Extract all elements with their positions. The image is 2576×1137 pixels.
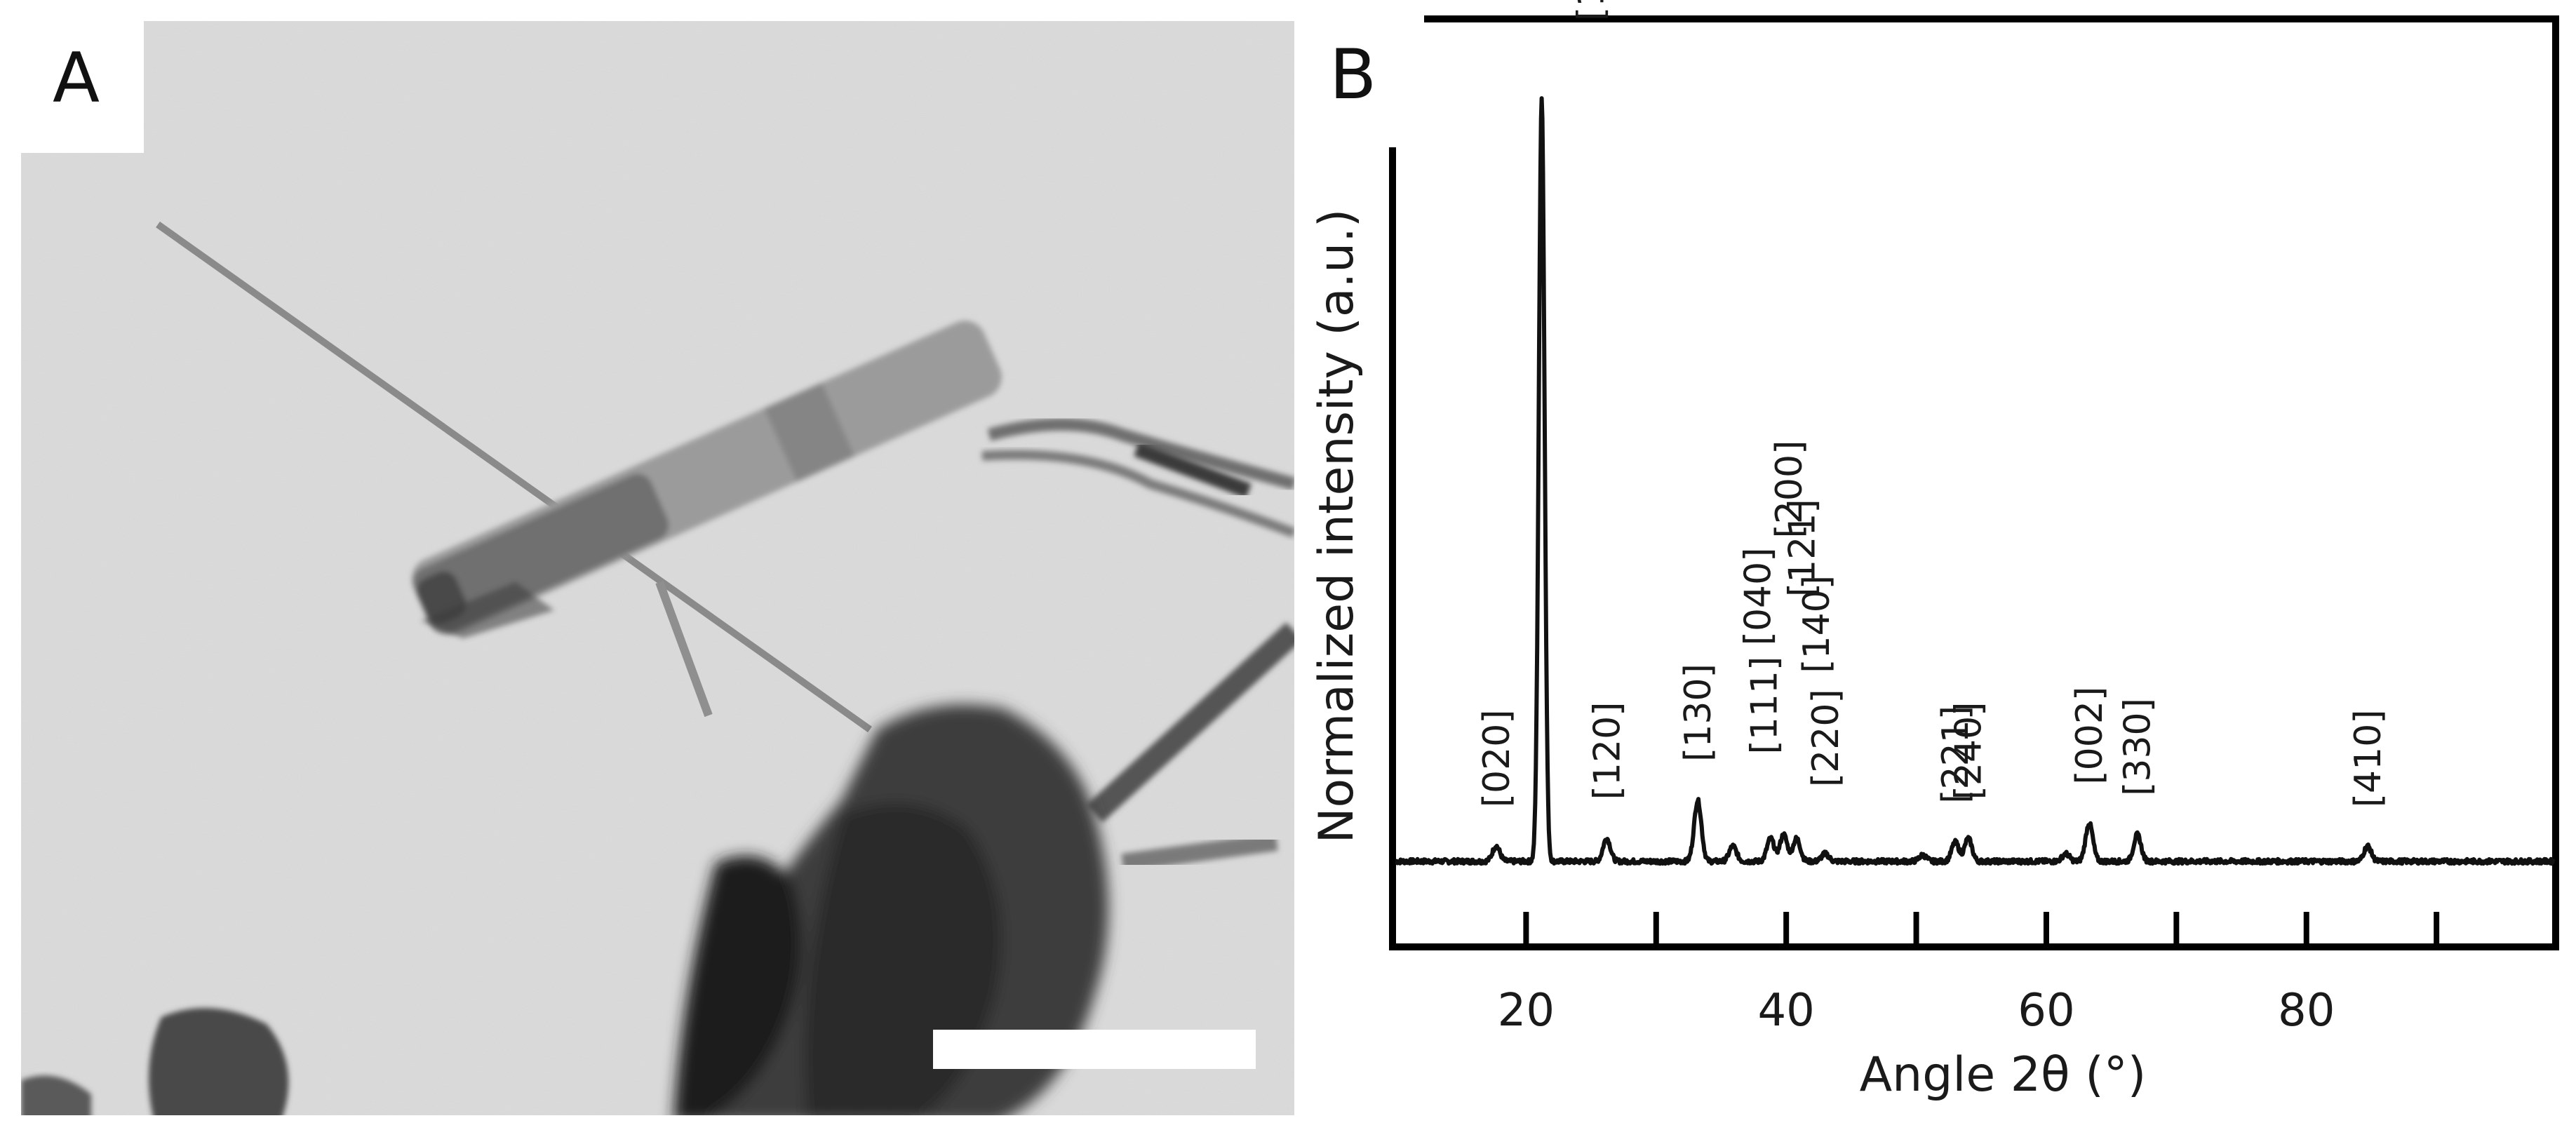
x-tick-label: 20: [1498, 985, 1555, 1037]
peak-label: [111]: [1744, 657, 1786, 755]
peak-label: [200]: [1769, 440, 1811, 539]
nanowire: [156, 221, 872, 733]
peak-label: [120]: [1586, 702, 1628, 800]
peak-label: [002]: [2069, 687, 2111, 785]
panel-a-label: A: [53, 39, 100, 119]
peak-label: [140]: [1796, 575, 1838, 673]
xrd-series-line: [1394, 96, 2556, 866]
peak-label: [020]: [1476, 709, 1518, 807]
panel-b-label: B: [1329, 35, 1376, 115]
peak-label: [110]: [1571, 0, 1613, 21]
x-tick-labels: 20 40 60 80: [1498, 985, 2335, 1037]
nanorod: [412, 321, 1002, 635]
peak-label: [130]: [1677, 664, 1719, 762]
x-tick-label: 80: [2278, 985, 2335, 1037]
peak-labels: [020] [110] [120] [130] [040] [111] [200][121]…: [1476, 0, 2389, 807]
y-axis-title: Normalized intensity (a.u.): [1309, 209, 1364, 844]
scale-bar: [933, 1030, 1256, 1069]
tem-image: [21, 21, 1294, 1115]
peak-label: [410]: [2347, 709, 2389, 807]
x-axis-title: Angle 2θ (°): [1860, 1047, 2147, 1103]
peak-label: [220]: [1805, 689, 1847, 787]
particle-cluster: [673, 704, 1108, 1115]
x-tick-label: 40: [1757, 985, 1814, 1037]
peak-label: [240]: [1948, 702, 1990, 800]
x-tick-label: 60: [2018, 985, 2074, 1037]
peak-label: [330]: [2117, 698, 2159, 796]
peak-label: [121]: [1781, 499, 1823, 597]
peak-label: [221]: [1935, 706, 1977, 804]
x-ticks: [1523, 912, 2440, 947]
peak-label: [040]: [1737, 547, 1779, 645]
